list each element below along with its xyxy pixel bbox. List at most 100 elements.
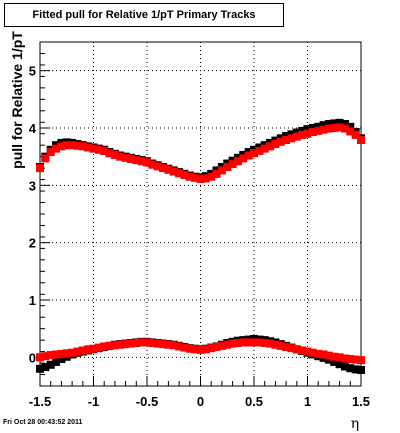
data-point <box>244 151 253 160</box>
x-tick-label: -1 <box>88 394 100 409</box>
data-point <box>266 142 275 151</box>
data-point <box>73 347 82 356</box>
data-point <box>175 342 184 351</box>
data-point <box>292 128 301 137</box>
data-point <box>41 352 50 361</box>
data-point <box>105 341 114 350</box>
y-tick-label: 2 <box>29 236 36 251</box>
data-point <box>137 157 146 166</box>
data-point <box>207 344 216 353</box>
data-point <box>52 350 61 359</box>
data-point <box>116 340 125 349</box>
data-point <box>52 144 61 153</box>
data-point <box>57 349 66 358</box>
data-point <box>324 351 333 360</box>
data-point <box>255 146 264 155</box>
y-tick-label: 0 <box>29 350 36 365</box>
data-point <box>351 130 360 139</box>
data-point <box>169 341 178 350</box>
data-point <box>335 353 344 362</box>
data-point <box>308 128 317 137</box>
data-point <box>276 137 285 146</box>
data-point <box>287 344 296 353</box>
data-point <box>314 349 323 358</box>
data-point <box>239 154 248 163</box>
data-point <box>94 343 103 352</box>
data-point <box>57 355 66 364</box>
data-point <box>201 174 210 183</box>
data-point <box>298 126 307 135</box>
data-point <box>110 150 119 159</box>
data-point <box>185 172 194 181</box>
data-point <box>100 342 109 351</box>
x-tick-label: -0.5 <box>136 394 158 409</box>
data-point <box>84 345 93 354</box>
data-point <box>132 339 141 347</box>
data-point <box>217 341 226 350</box>
data-point <box>324 119 333 128</box>
data-point <box>335 123 344 132</box>
data-point <box>68 141 77 150</box>
data-point <box>330 357 339 366</box>
data-point <box>36 353 44 362</box>
data-point <box>239 338 248 347</box>
data-point <box>68 348 77 357</box>
data-point <box>223 340 232 349</box>
data-point <box>137 338 146 347</box>
data-point <box>116 152 125 161</box>
x-tick-label: -1.5 <box>29 394 51 409</box>
data-point <box>287 130 296 139</box>
grid-lines <box>40 42 361 386</box>
data-point <box>62 349 71 358</box>
data-point <box>308 124 317 132</box>
data-point <box>271 340 280 349</box>
data-point <box>335 360 344 369</box>
data-point <box>233 339 242 347</box>
data-point <box>126 339 135 348</box>
data-point <box>196 345 205 354</box>
data-point <box>143 158 151 167</box>
data-point <box>298 346 307 355</box>
series-3 <box>36 338 365 365</box>
data-point <box>78 142 87 151</box>
data-point <box>266 339 275 348</box>
series-1 <box>36 123 365 184</box>
data-point <box>94 145 103 154</box>
y-tick-label: 3 <box>29 178 36 193</box>
data-point <box>196 175 205 184</box>
axes: -1.5 -1 -0.5 0 0.5 1 1.5 0 1 2 3 4 5 <box>29 41 370 409</box>
data-point <box>357 365 365 374</box>
data-point <box>303 347 312 356</box>
data-point <box>143 338 151 347</box>
data-point <box>212 169 221 178</box>
data-point <box>330 124 339 132</box>
data-point <box>132 156 141 165</box>
data-point <box>201 345 210 354</box>
data-point <box>314 126 323 135</box>
data-point <box>282 343 291 352</box>
data-point <box>298 130 307 139</box>
data-point <box>233 157 242 166</box>
data-point <box>346 355 355 364</box>
data-point <box>255 338 264 347</box>
x-tick-label: 0.5 <box>245 394 263 409</box>
data-point <box>191 345 200 354</box>
data-point <box>282 136 291 145</box>
chart-title-box: Fitted pull for Relative 1/pT Primary Tr… <box>4 3 284 27</box>
data-point <box>175 169 184 178</box>
data-point <box>62 141 71 150</box>
data-point <box>346 122 355 131</box>
data-point <box>346 127 355 136</box>
data-point <box>357 136 365 145</box>
data-point <box>180 343 189 352</box>
data-point <box>41 363 50 372</box>
data-point <box>260 339 269 347</box>
x-tick-label: 1.5 <box>352 394 370 409</box>
x-tick-label: 1 <box>304 394 311 409</box>
data-point <box>148 339 157 347</box>
data-point <box>57 142 66 151</box>
data-point <box>330 352 339 361</box>
data-point <box>303 129 312 138</box>
data-point <box>244 338 253 347</box>
data-point <box>346 364 355 373</box>
